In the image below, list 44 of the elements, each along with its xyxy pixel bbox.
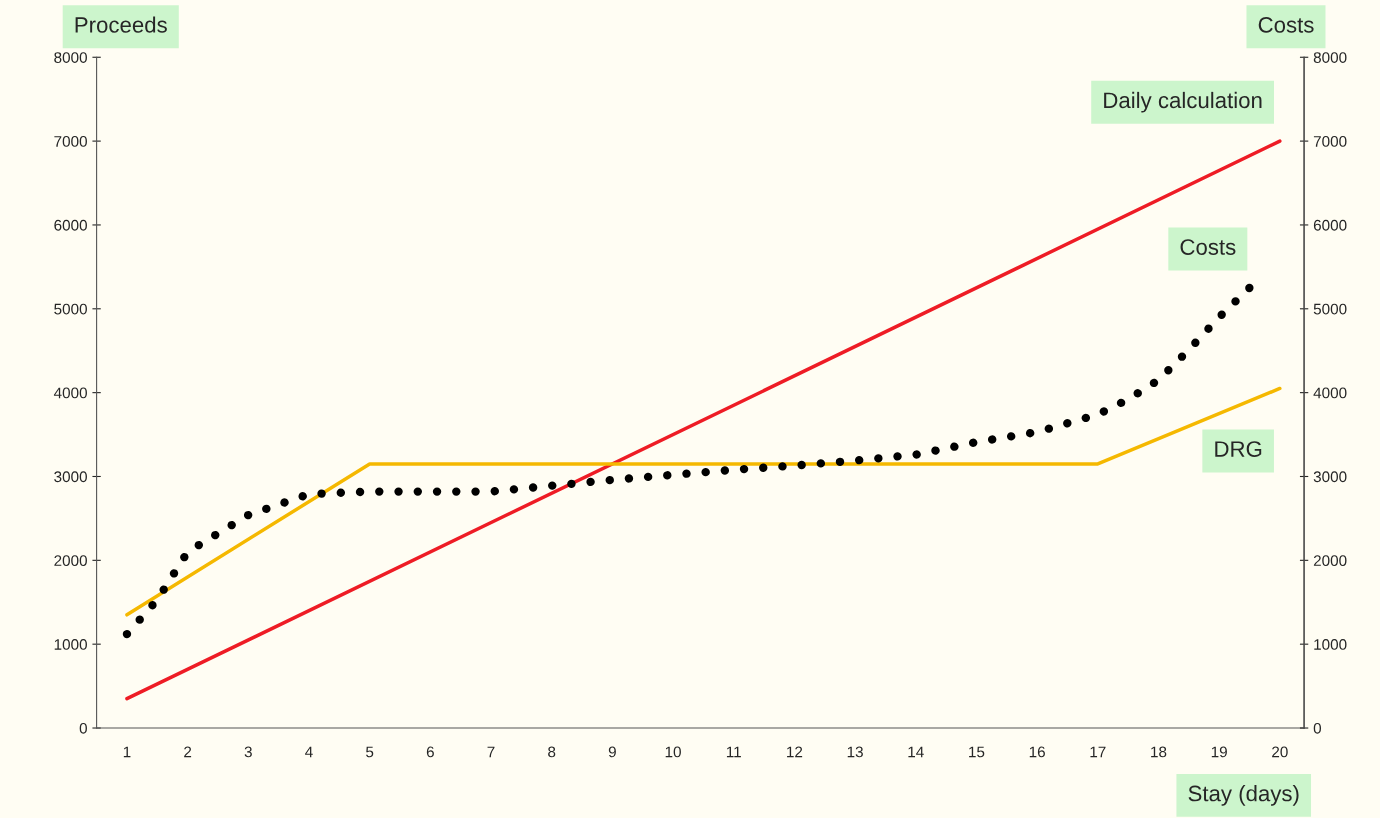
y-tick-label: 8000: [54, 52, 87, 63]
y2-tick-label: 7000: [1313, 135, 1347, 147]
series-label: DRG: [1215, 441, 1262, 457]
x-tick-label: 6: [426, 746, 434, 758]
y-axis-title: Proceeds: [75, 16, 167, 33]
x-tick-label: 4: [305, 746, 313, 758]
y-tick-label: 4000: [53, 387, 87, 399]
x-tick-label: 18: [1151, 746, 1167, 758]
x-tick-label: 17: [1090, 746, 1106, 758]
x-tick-label: 8: [548, 746, 556, 758]
x-tick-label: 14: [908, 746, 924, 758]
y2-tick-label: 4000: [1313, 387, 1347, 399]
y-tick-label: 2000: [54, 555, 87, 567]
x-tick-label: 12: [787, 746, 803, 758]
x-tick-label: 1: [123, 746, 131, 758]
x-tick-label: 15: [969, 746, 985, 758]
x-tick-label: 10: [665, 746, 681, 758]
x-tick-label: 13: [847, 746, 863, 758]
y-tick-label: 1000: [54, 639, 87, 650]
x-tick-label: 9: [608, 746, 616, 758]
y2-axis-title: Costs: [1258, 17, 1314, 33]
y-tick-label: 0: [79, 722, 87, 734]
x-tick-label: 16: [1029, 746, 1045, 758]
x-tick-label: 11: [726, 746, 741, 758]
y-tick-label: 3000: [54, 471, 87, 483]
y2-tick-label: 6000: [1313, 219, 1347, 231]
x-tick-label: 20: [1272, 746, 1288, 758]
y-tick-label: 7000: [54, 135, 87, 147]
y2-tick-label: 1000: [1314, 639, 1347, 650]
y2-tick-label: 3000: [1313, 471, 1347, 483]
x-axis-title: Stay (days): [1188, 785, 1299, 806]
x-tick-label: 7: [487, 746, 495, 758]
y-tick-label: 5000: [54, 303, 87, 315]
y2-tick-label: 8000: [1313, 52, 1347, 63]
x-tick-label: 3: [244, 746, 252, 758]
series-label: Daily calculation: [1104, 91, 1262, 113]
series-label: Costs: [1180, 239, 1236, 255]
x-tick-label: 19: [1211, 746, 1227, 758]
x-tick-label: 2: [184, 746, 192, 758]
y2-tick-label: 2000: [1313, 555, 1347, 567]
x-tick-label: 5: [366, 746, 374, 758]
y2-tick-label: 5000: [1313, 303, 1347, 315]
y2-tick-label: 0: [1313, 722, 1322, 734]
y-tick-label: 6000: [54, 219, 87, 231]
